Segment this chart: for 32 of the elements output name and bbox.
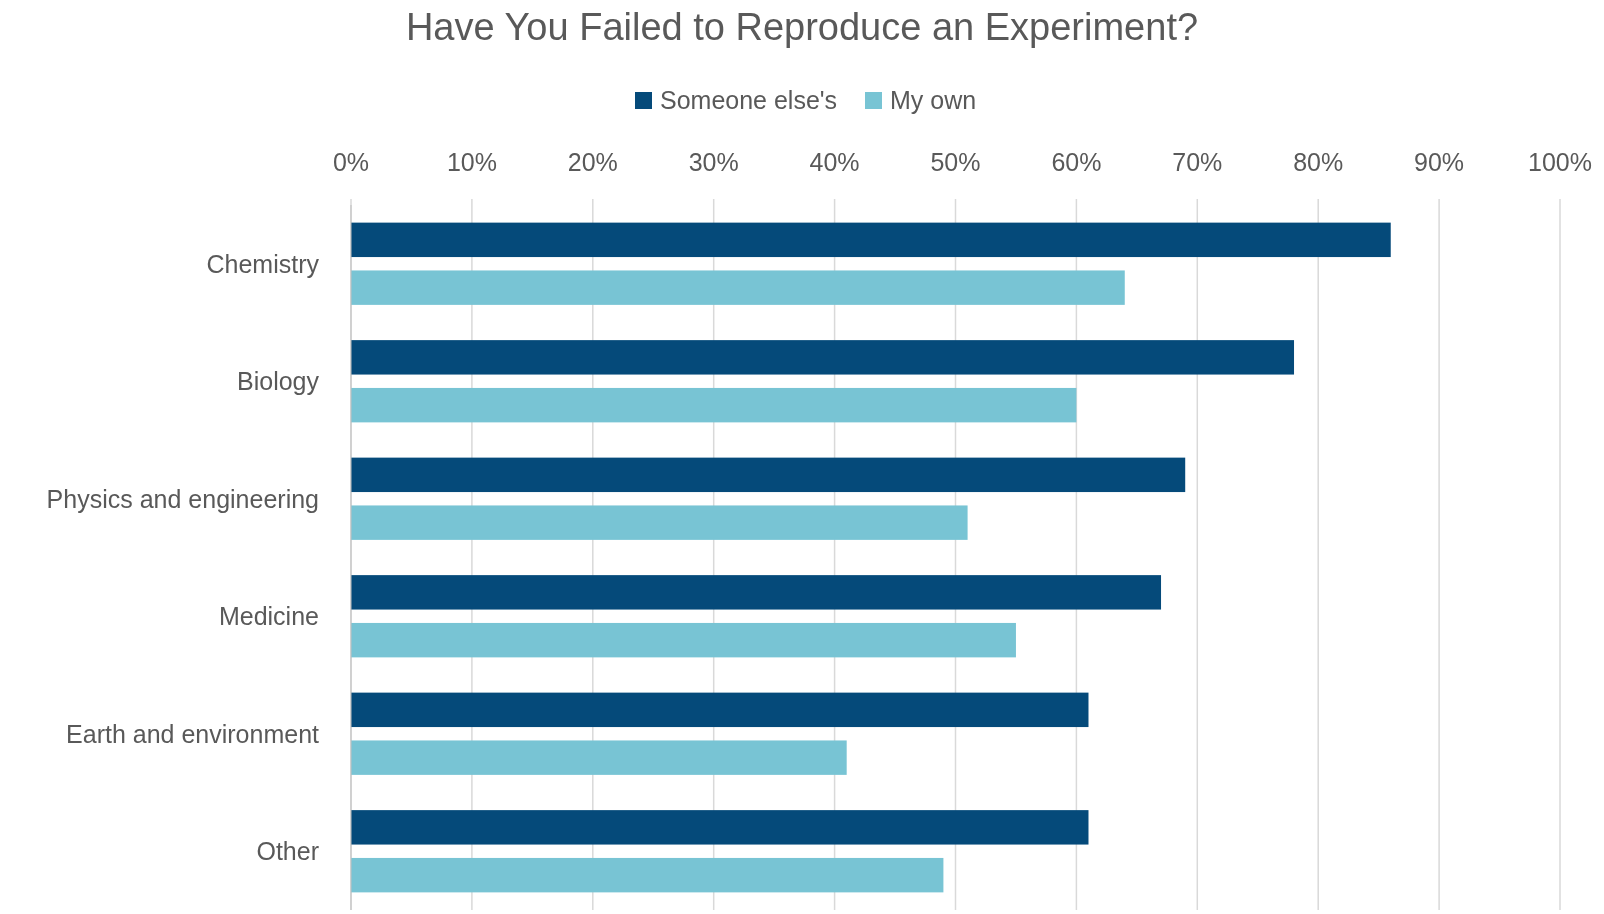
x-tick-label: 60%	[1051, 148, 1102, 176]
bar	[351, 222, 1391, 258]
y-tick-label: Other	[256, 837, 319, 866]
legend-label: My own	[890, 86, 977, 114]
chart-title: Have You Failed to Reproduce an Experiment?	[405, 6, 1199, 48]
x-tick-label: 90%	[1414, 148, 1465, 176]
bar	[351, 505, 968, 540]
x-tick-label: 40%	[809, 148, 860, 176]
bar	[351, 457, 1186, 493]
bar	[351, 387, 1077, 423]
bar	[351, 270, 1125, 305]
x-tick-label: 50%	[930, 148, 981, 176]
bar	[351, 857, 944, 893]
y-tick-label: Chemistry	[206, 249, 320, 278]
bar	[351, 622, 1016, 658]
y-tick-label: Medicine	[218, 602, 319, 631]
x-tick-label: 70%	[1172, 148, 1223, 176]
y-tick-label: Earth and environment	[66, 719, 320, 748]
y-tick-label: Biology	[237, 367, 320, 396]
x-tick-label: 0%	[332, 148, 370, 176]
x-tick-label: 10%	[446, 148, 497, 176]
bar	[351, 575, 1162, 610]
bar	[351, 740, 847, 775]
y-tick-label: Physics and engineering	[46, 484, 319, 513]
bar	[351, 340, 1295, 375]
x-tick-label: 100%	[1528, 148, 1592, 176]
bar	[351, 810, 1089, 845]
bar	[351, 692, 1089, 728]
x-tick-label: 20%	[567, 148, 618, 176]
legend-label: Someone else's	[660, 86, 838, 114]
x-tick-label: 30%	[688, 148, 739, 176]
x-tick-label: 80%	[1293, 148, 1344, 176]
